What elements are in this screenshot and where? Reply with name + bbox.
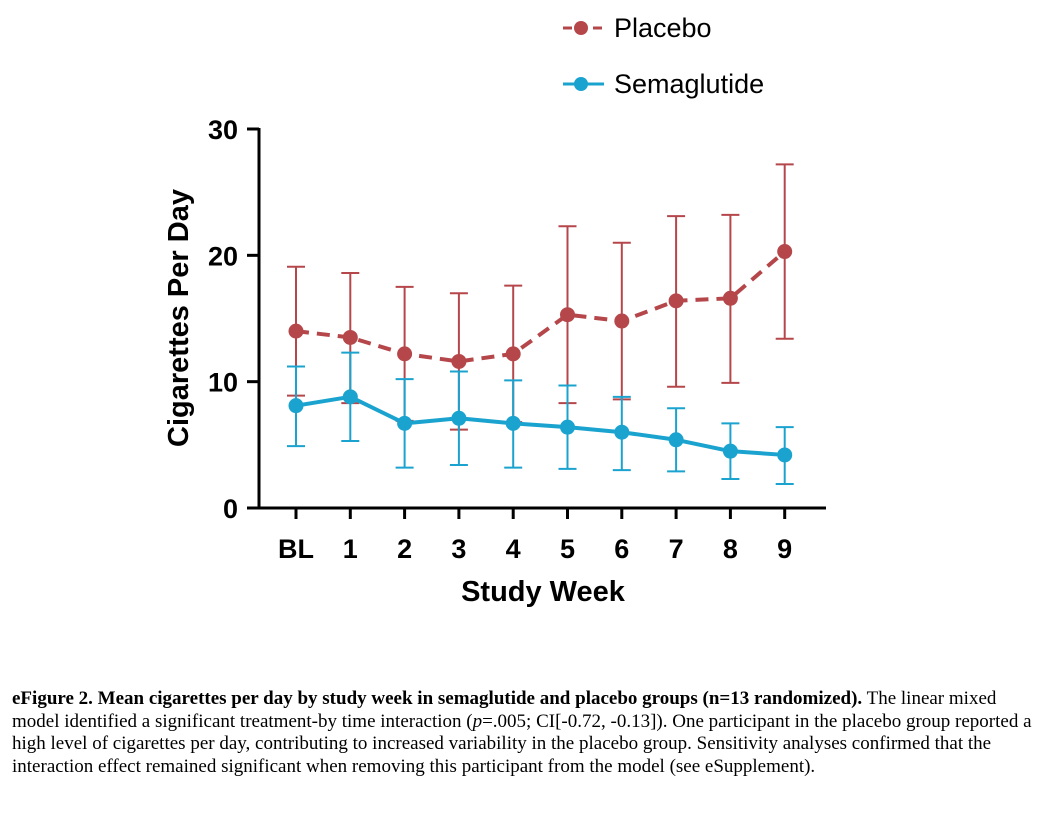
legend-placebo-marker [574, 21, 588, 35]
series-placebo [287, 163, 794, 431]
caption-label: eFigure 2. Mean cigarettes per day by st… [12, 688, 863, 709]
caption-text-2: =.005; CI[-0.72, -0.13]). One participan… [12, 710, 1032, 777]
x-tick-label: 6 [614, 534, 629, 564]
placebo-point [560, 307, 575, 323]
x-tick-label: 4 [506, 534, 521, 564]
placebo-point [668, 293, 684, 309]
caption-p-symbol: p [472, 710, 483, 732]
semaglutide-point [614, 424, 630, 440]
x-tick-label: 7 [669, 534, 684, 564]
caption-text-1: The linear mixed model identified a sign… [12, 688, 997, 732]
y-axis-label: Cigarettes Per Day [163, 189, 195, 447]
semaglutide-point [397, 415, 413, 431]
x-axis-label: Study Week [461, 576, 626, 608]
semaglutide-point [668, 432, 684, 448]
placebo-point [342, 329, 358, 345]
semaglutide-point [451, 410, 467, 426]
semaglutide-point [342, 389, 358, 405]
placebo-point [397, 346, 413, 362]
semaglutide-point [560, 419, 575, 435]
x-ticks: BL 1 2 3 4 5 6 7 8 9 [278, 508, 792, 564]
y-tick-label: 0 [223, 494, 238, 524]
legend-placebo-label: Placebo [614, 13, 712, 43]
figure-caption: eFigure 2. Mean cigarettes per day by st… [12, 688, 1042, 778]
x-tick-label: 5 [560, 534, 575, 564]
series-layer [287, 163, 794, 485]
legend-item-placebo: Placebo [563, 13, 712, 43]
x-tick-label: 3 [451, 534, 466, 564]
placebo-point [722, 290, 738, 306]
placebo-point [505, 346, 521, 362]
series-semaglutide [287, 351, 794, 485]
y-tick-label: 20 [208, 241, 238, 271]
placebo-line [295, 250, 787, 364]
x-tick-label: 1 [343, 534, 358, 564]
legend: Placebo Semaglutide [563, 13, 764, 99]
semaglutide-line [295, 394, 785, 457]
x-tick-label: 2 [397, 534, 412, 564]
placebo-point [288, 323, 304, 339]
legend-semaglutide-label: Semaglutide [614, 69, 764, 99]
legend-semaglutide-marker [574, 77, 588, 91]
x-tick-label: BL [278, 534, 314, 564]
legend-item-semaglutide: Semaglutide [563, 69, 764, 99]
semaglutide-point [505, 415, 521, 431]
y-ticks: 0 10 20 30 [208, 115, 259, 524]
y-tick-label: 30 [208, 115, 238, 145]
placebo-point [614, 313, 630, 329]
semaglutide-point [777, 447, 793, 463]
semaglutide-point [288, 398, 304, 414]
y-tick-label: 10 [208, 368, 238, 398]
placebo-point [777, 244, 793, 260]
placebo-point [451, 353, 467, 369]
x-tick-label: 8 [723, 534, 738, 564]
x-tick-label: 9 [777, 534, 792, 564]
semaglutide-point [722, 443, 738, 459]
